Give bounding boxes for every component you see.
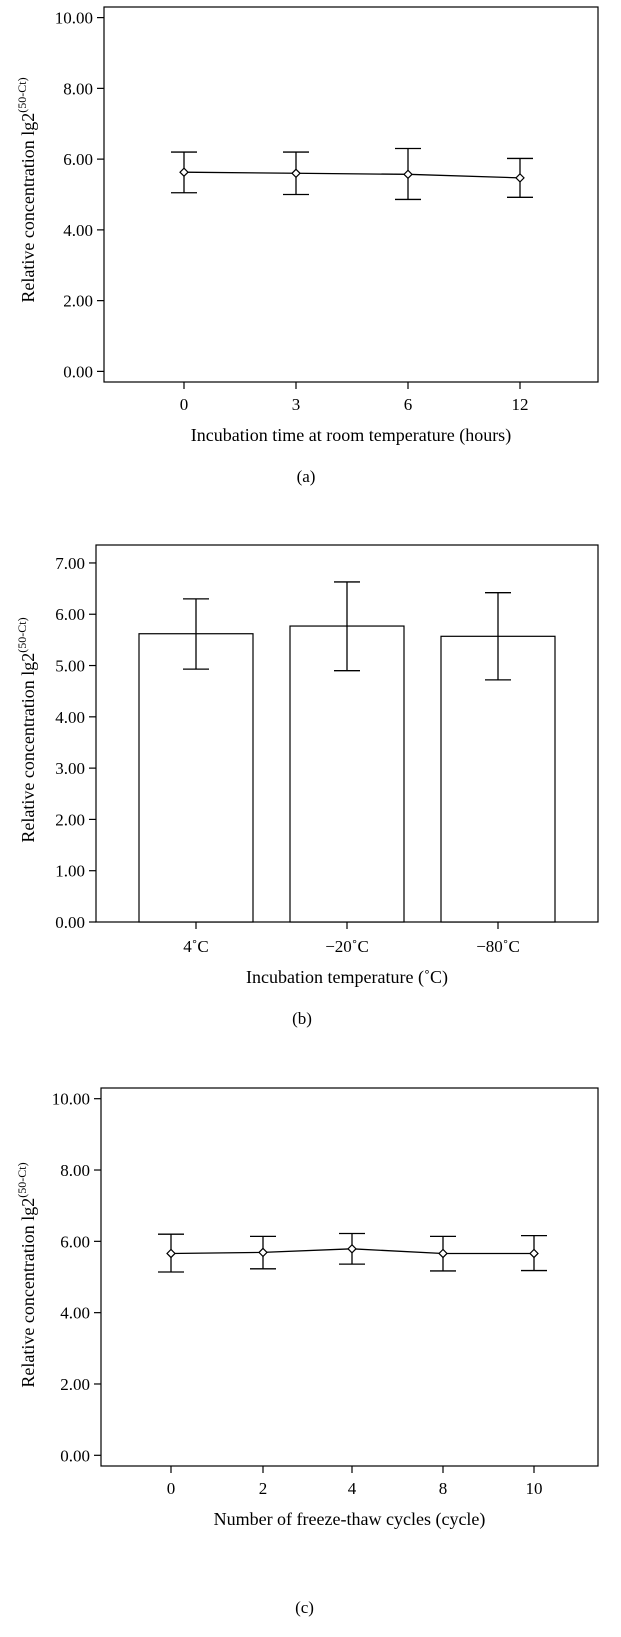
y-tick-label: 0.00: [63, 362, 93, 381]
x-tick-label: −20˚C: [325, 937, 369, 956]
x-tick-label: 0: [180, 395, 189, 414]
series-line: [183, 171, 521, 179]
y-tick-label: 2.00: [63, 292, 93, 311]
y-axis-label-main: Relative concentration lg2: [18, 113, 38, 303]
x-tick-label: 2: [259, 1479, 268, 1498]
y-tick-label: 5.00: [55, 657, 85, 676]
chart-c-svg: 0.00 2.00 4.00 6.00 8.00 10.00 0 2 4 8 10 Number of…: [15, 1087, 599, 1617]
bar: [138, 633, 254, 923]
x-tick-label: 4: [348, 1479, 357, 1498]
y-tick-label: 2.00: [60, 1375, 90, 1394]
panel-caption: (c): [295, 1598, 314, 1617]
panel-caption: (a): [297, 467, 316, 486]
y-tick-label: 8.00: [63, 79, 93, 98]
data-point: [529, 1248, 539, 1259]
data-point: [347, 1243, 357, 1254]
data-point: [291, 168, 301, 179]
x-tick-label: 10: [526, 1479, 543, 1498]
x-tick-label: 3: [292, 395, 301, 414]
y-tick-label: 1.00: [55, 862, 85, 881]
y-tick-label: 4.00: [60, 1304, 90, 1323]
y-axis-label: Relative concentration lg2(50-Ct): [15, 1162, 38, 1387]
chart-a-svg: 0.00 2.00 4.00 6.00 8.00 10.00 0 3 6 12Incubation…: [15, 6, 599, 486]
bar: [289, 625, 405, 923]
y-axis-label-superscript: (50-Ct): [15, 77, 29, 112]
data-point: [179, 167, 189, 178]
y-tick-label: 3.00: [55, 759, 85, 778]
y-tick-label: 10.00: [55, 9, 93, 28]
y-axis-label-superscript: (50-Ct): [15, 617, 29, 652]
data-point: [258, 1247, 268, 1258]
y-axis-label-main: Relative concentration lg2: [18, 653, 38, 843]
y-tick-label: 4.00: [63, 221, 93, 240]
x-tick-label: 0: [167, 1479, 176, 1498]
data-point: [166, 1248, 176, 1259]
bar: [440, 635, 556, 923]
y-axis-label-main: Relative concentration lg2: [18, 1198, 38, 1388]
x-tick-label: 6: [404, 395, 413, 414]
chart-panel-b: 0.00 1.00 2.00 3.00 4.00 5.00 6.00 7.00 4˚C −20˚C…: [0, 540, 621, 1060]
y-tick-label: 4.00: [55, 708, 85, 727]
x-axis-label: Number of freeze-thaw cycles (cycle): [214, 1509, 486, 1530]
y-tick-label: 0.00: [55, 913, 85, 932]
x-tick-label: 4˚C: [183, 937, 209, 956]
y-tick-label: 8.00: [60, 1161, 90, 1180]
y-tick-label: 7.00: [55, 554, 85, 573]
x-tick-label: 12: [512, 395, 529, 414]
data-point: [403, 169, 413, 180]
y-axis-label-superscript: (50-Ct): [15, 1162, 29, 1197]
x-axis-label: Incubation time at room temperature (hou…: [191, 425, 511, 446]
plot-frame: [100, 1087, 599, 1467]
y-axis-label: Relative concentration lg2(50-Ct): [15, 617, 38, 842]
y-tick-label: 6.00: [55, 605, 85, 624]
y-tick-label: 10.00: [52, 1090, 90, 1109]
chart-b-svg: 0.00 1.00 2.00 3.00 4.00 5.00 6.00 7.00 4˚C −20˚C…: [15, 544, 599, 1028]
x-tick-label: 8: [439, 1479, 448, 1498]
data-point: [515, 173, 525, 183]
panel-caption: (b): [292, 1009, 312, 1028]
x-axis-label: Incubation temperature (˚C): [246, 967, 448, 988]
chart-panel-a: 0.00 2.00 4.00 6.00 8.00 10.00 0 3 6 12 Incubation…: [0, 0, 621, 500]
x-tick-label: −80˚C: [476, 937, 520, 956]
data-point: [438, 1248, 448, 1259]
y-axis-label: Relative concentration lg2(50-Ct): [15, 77, 38, 302]
chart-panel-c: 0.00 2.00 4.00 6.00 8.00 10.00 0 2 4 8 10 Number of…: [0, 1085, 621, 1632]
y-tick-label: 2.00: [55, 810, 85, 829]
y-tick-label: 6.00: [63, 150, 93, 169]
y-tick-label: 0.00: [60, 1446, 90, 1465]
y-tick-label: 6.00: [60, 1232, 90, 1251]
plot-frame: [103, 6, 599, 383]
